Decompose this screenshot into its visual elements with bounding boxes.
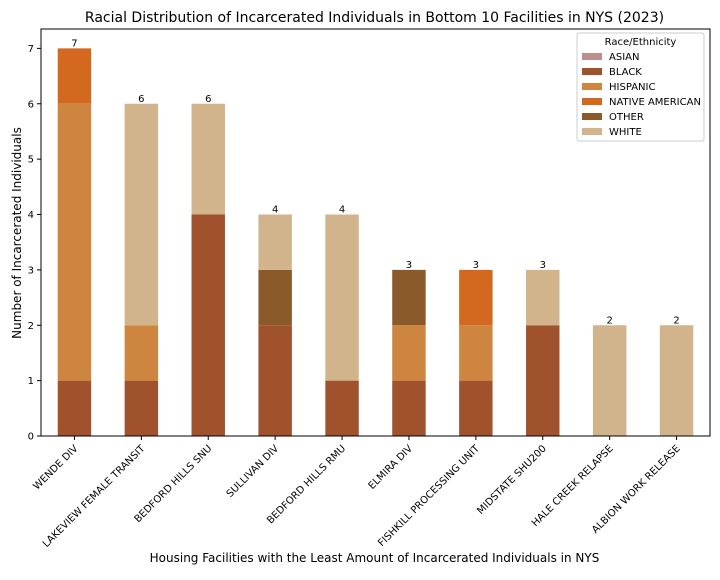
legend-label: NATIVE AMERICAN — [609, 97, 701, 108]
legend-label: HISPANIC — [609, 82, 655, 93]
x-tick-label: MIDSTATE SHU200 — [475, 443, 548, 516]
bar-segment — [258, 325, 292, 436]
bar-total-label: 2 — [673, 315, 679, 326]
legend-label: ASIAN — [609, 52, 639, 63]
bar-segment — [325, 214, 359, 381]
y-tick-label: 3 — [28, 265, 34, 276]
bar-segment — [325, 380, 359, 436]
x-tick-label: BEDFORD HILLS RMU — [265, 443, 348, 526]
bar-total-label: 3 — [406, 260, 412, 271]
legend-swatch — [582, 53, 602, 60]
y-axis-title: Number of Incarcerated Individuals — [10, 127, 24, 339]
legend-box — [576, 32, 705, 142]
y-tick-label: 2 — [28, 321, 34, 332]
bar-segment — [592, 325, 627, 436]
y-tick-label: 4 — [28, 210, 34, 221]
bar-segment — [392, 269, 426, 326]
y-tick-label: 1 — [28, 376, 34, 387]
y-tick-label: 5 — [28, 155, 34, 166]
bar-segment — [124, 103, 159, 326]
bar-segment — [57, 380, 92, 436]
bar-segment — [392, 380, 426, 436]
legend-swatch — [582, 98, 602, 105]
y-axis: 0 1 2 3 4 5 6 7 — [28, 44, 41, 443]
bar-segment — [124, 380, 159, 436]
bar-segment — [659, 325, 694, 436]
legend-swatch — [582, 113, 602, 120]
bars-layer — [57, 48, 694, 436]
bar-total-label: 3 — [473, 260, 479, 271]
bar-segment — [191, 214, 225, 436]
y-tick-label: 6 — [28, 99, 34, 110]
bar-segment — [392, 325, 426, 381]
bar-total-label: 4 — [272, 205, 278, 216]
legend-label: BLACK — [609, 67, 642, 78]
x-tick-label: ELMIRA DIV — [367, 443, 416, 492]
x-axis-title: Housing Facilities with the Least Amount… — [150, 551, 600, 565]
bar-total-label: 2 — [606, 315, 612, 326]
legend-swatch — [582, 83, 602, 90]
bar-total-label: 3 — [540, 260, 546, 271]
bar-segment — [526, 325, 560, 436]
legend-label: WHITE — [609, 127, 642, 138]
bar-segment — [459, 380, 493, 436]
legend-swatch — [582, 68, 602, 75]
bar-segment — [526, 269, 560, 326]
legend-label: OTHER — [609, 112, 644, 123]
bar-total-label: 7 — [71, 38, 77, 49]
chart-title: Racial Distribution of Incarcerated Indi… — [85, 10, 664, 26]
bar-segment — [459, 269, 493, 326]
y-tick-label: 7 — [28, 44, 34, 55]
data-labels-layer: 7 6 6 4 4 3 3 3 2 2 — [71, 38, 679, 326]
legend: Race/Ethnicity ASIAN BLACK HISPANIC NATIVE A… — [576, 32, 705, 142]
bar-total-label: 6 — [138, 94, 144, 105]
bar-segment — [258, 214, 292, 270]
x-tick-label: WENDE DIV — [32, 443, 81, 492]
bar-total-label: 4 — [339, 205, 345, 216]
bar-segment — [57, 103, 92, 381]
bar-segment — [57, 48, 92, 104]
legend-title: Race/Ethnicity — [605, 37, 677, 48]
x-tick-label: BEDFORD HILLS SNU — [133, 443, 215, 525]
y-tick-label: 0 — [28, 432, 34, 443]
bar-segment — [124, 325, 159, 381]
bar-total-label: 6 — [205, 94, 211, 105]
bar-segment — [191, 103, 225, 215]
bar-segment — [459, 325, 493, 381]
plot-area-frame — [40, 28, 711, 437]
x-tick-label: SULLIVAN DIV — [225, 443, 282, 500]
bar-segment — [258, 269, 292, 326]
legend-swatch — [582, 128, 602, 135]
